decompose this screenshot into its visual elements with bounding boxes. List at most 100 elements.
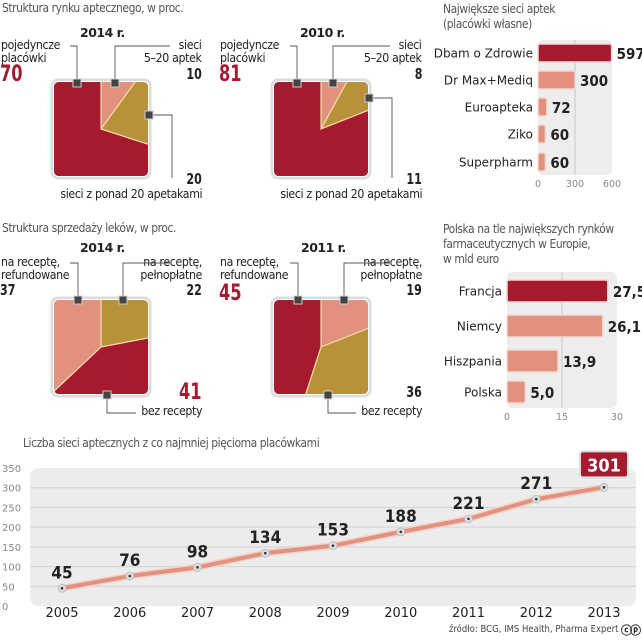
line-x-tick: 2006 xyxy=(113,606,146,621)
label-line: na receptę, xyxy=(220,254,279,269)
line-chart-y-tick: 300 xyxy=(2,484,21,495)
sales-2014-slice-otc xyxy=(52,327,150,396)
leader-small-2010 xyxy=(332,45,390,82)
line-chart-y-tick: 100 xyxy=(2,563,21,574)
line-x-tick: 2012 xyxy=(520,606,553,621)
label-line: refundowane xyxy=(220,267,289,282)
marker-single-2014 xyxy=(72,78,82,88)
sales-2014-square-pie-frame-inner xyxy=(53,299,149,395)
line-point-dot xyxy=(602,486,606,489)
label-line: pełnopłatne xyxy=(140,267,202,282)
market-2014-single-label: pojedyncze placówki xyxy=(1,38,60,64)
europe-markets-tick-label: 0 xyxy=(504,412,510,423)
line-value-label: 153 xyxy=(317,521,349,541)
sales-2011-square-pie-frame-inner xyxy=(273,299,369,395)
marker-single-2010 xyxy=(292,78,302,88)
line-x-tick: 2011 xyxy=(452,606,485,621)
line-point-dot xyxy=(534,497,538,501)
market-2010-small-label: sieci 5–20 aptek xyxy=(364,38,422,64)
line-chart-y-tick: 150 xyxy=(2,543,21,554)
market-2010-square-pie-frame xyxy=(270,78,372,180)
line-value-label: 134 xyxy=(249,528,281,548)
sales-2014-refund-value: 37 xyxy=(0,281,16,299)
market-2014-small-value: 10 xyxy=(186,65,202,83)
label-line: refundowane xyxy=(1,267,70,282)
top-chains-bar xyxy=(537,70,576,90)
market-2014-square-pie xyxy=(52,80,150,178)
line-point-dot xyxy=(467,517,470,521)
market-2014-large-label: sieci z ponad 20 apetakami xyxy=(60,186,202,201)
sales-2011-otc-value: 36 xyxy=(406,383,422,401)
europe-markets-value-label: 13,9 xyxy=(563,353,596,371)
market-2010-slice-large-chains xyxy=(319,80,370,131)
market-2010-large-value: 11 xyxy=(406,170,422,188)
sales-2011-year: 2011 r. xyxy=(301,240,346,255)
line-value-label: 98 xyxy=(187,542,208,562)
top-chains-bar xyxy=(537,43,613,63)
line-chart-y-tick: 50 xyxy=(2,582,15,593)
line-value-label: 221 xyxy=(453,494,485,514)
europe-markets-category-label: Polska xyxy=(464,386,502,400)
market-2014-large-value: 20 xyxy=(186,170,202,188)
market-2010-small-value: 8 xyxy=(414,65,422,83)
leader-refund-2014 xyxy=(70,262,79,300)
cc-icon: ⓒⓟ xyxy=(621,625,641,637)
top-chains-value-label: 60 xyxy=(550,126,569,144)
market-2014-square-pie-frame xyxy=(50,78,152,180)
line-value-label: 76 xyxy=(119,551,140,571)
leader-otc-2011 xyxy=(327,395,356,414)
label-line: na receptę, xyxy=(143,254,202,269)
market-2010-slice-single xyxy=(272,80,370,178)
marker-full-2011 xyxy=(339,295,349,305)
top-chains-tick-label: 0 xyxy=(535,179,541,190)
market-2014-slice-single xyxy=(52,80,150,178)
europe-markets-bar xyxy=(506,279,609,303)
top-chains-tick-label: 600 xyxy=(603,179,621,190)
sales-2014-otc-value: 41 xyxy=(179,380,202,405)
title-line: Największe sieci aptek xyxy=(443,1,556,16)
sales-2014-refund-label: na receptę, refundowane xyxy=(1,254,70,282)
sales-2014-square-pie xyxy=(52,298,150,396)
line-value-label: 188 xyxy=(385,507,417,527)
europe-markets-value-label: 27,5 xyxy=(613,283,642,301)
source-note: źródło: BCG, IMS Health, Pharma Expert xyxy=(448,624,618,635)
market-2014-square-pie-frame-inner xyxy=(53,81,149,177)
europe-markets-value-label: 26,1 xyxy=(608,318,641,336)
market-2010-single-label: pojedyncze placówki xyxy=(220,38,279,64)
sales-2011-slice-otc xyxy=(289,310,370,396)
line-value-label: 271 xyxy=(520,474,552,494)
line-point-dot xyxy=(196,566,199,569)
line-point-dot xyxy=(399,530,403,534)
leader-full-2011 xyxy=(343,262,390,300)
leader-refund-2011 xyxy=(290,262,299,300)
top-chains-bar xyxy=(537,124,547,144)
label-line: 5–20 aptek xyxy=(144,50,202,65)
sales-2011-full-label: na receptę, pełnopłatne xyxy=(360,255,422,281)
leader-large-2014 xyxy=(150,114,173,178)
sales-2014-otc-label: bez recepty xyxy=(141,403,202,418)
line-chart-y-tick: 0 xyxy=(2,602,8,613)
market-2014-slice-small-chains xyxy=(100,80,150,131)
top-chains-value-label: 300 xyxy=(580,72,608,90)
line-x-tick: 2007 xyxy=(181,606,214,621)
europe-markets-bar xyxy=(506,349,559,373)
label-line: sieci xyxy=(399,37,422,52)
market-2010-year: 2010 r. xyxy=(300,25,345,40)
leader-otc-2014 xyxy=(106,395,136,414)
top-chains-value-label: 597 xyxy=(617,45,642,63)
leader-large-2010 xyxy=(370,97,393,178)
label-line: na receptę, xyxy=(1,254,60,269)
line-point-dot xyxy=(331,544,335,547)
market-2010-slice-small-chains xyxy=(320,80,370,130)
line-chart-y-tick: 200 xyxy=(2,523,21,534)
line-chart-y-tick: 250 xyxy=(2,503,21,514)
europe-markets-bar xyxy=(506,314,604,338)
top-chains-value-label: 60 xyxy=(550,154,569,172)
top-chains-bar xyxy=(537,152,547,172)
market-2010-square-pie-frame-inner xyxy=(273,81,369,177)
line-x-tick: 2013 xyxy=(587,606,620,621)
marker-large-2010 xyxy=(364,93,374,103)
line-point-dot xyxy=(128,574,132,578)
line-chart-y-tick: 350 xyxy=(2,464,21,475)
sales-2011-slice-full xyxy=(320,298,370,348)
